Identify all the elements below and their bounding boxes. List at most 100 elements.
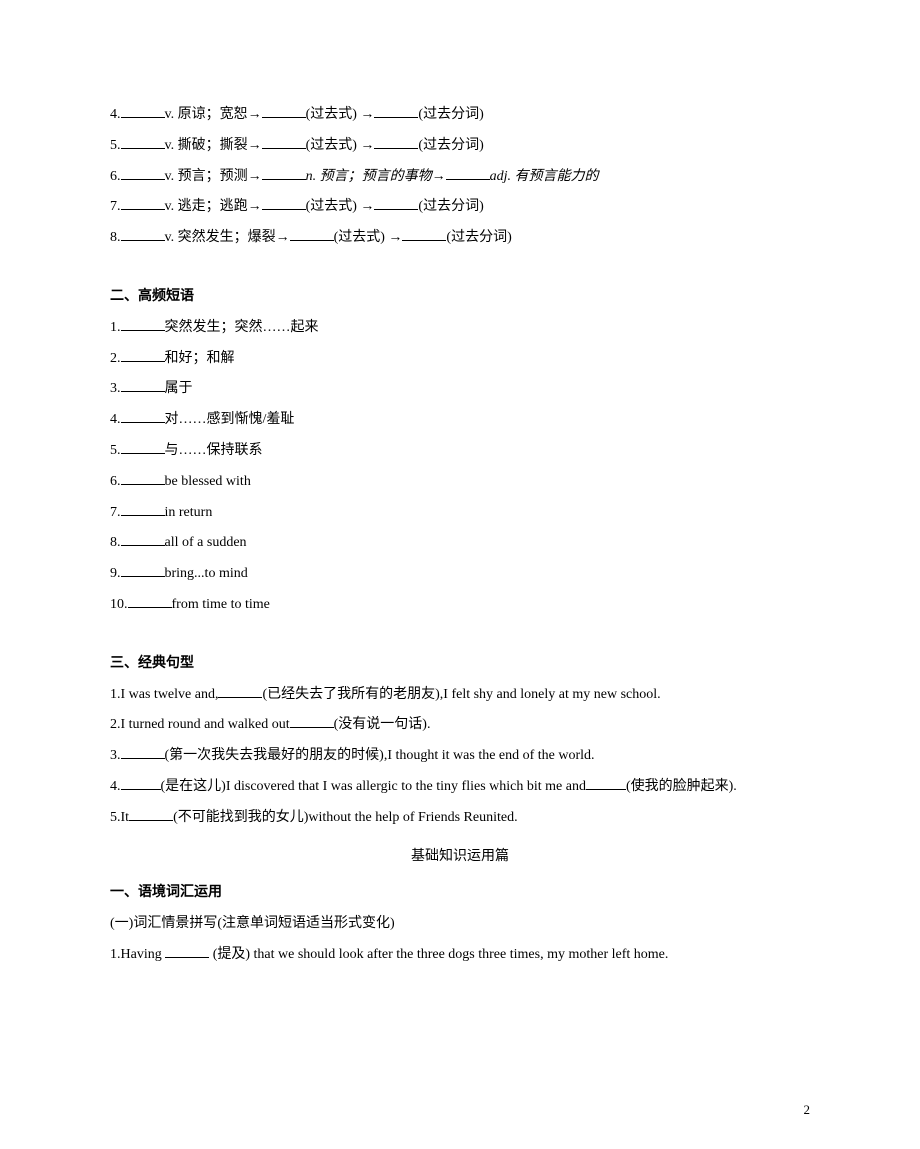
text: (过去式) → [306, 199, 375, 214]
text: (过去分词) [418, 199, 483, 214]
blank [374, 134, 418, 149]
text: (过去分词) [418, 138, 483, 153]
text: v. 撕破；撕裂→ [165, 138, 262, 153]
phrase-item-4: 4.对……感到惭愧/羞耻 [110, 405, 810, 436]
blank [121, 439, 165, 454]
blank [121, 226, 165, 241]
text: 1.I was twelve and, [110, 687, 218, 702]
blank [262, 134, 306, 149]
blank [121, 165, 165, 180]
blank [290, 226, 334, 241]
text: 对……感到惭愧/羞耻 [165, 412, 295, 427]
text: (第一次我失去我最好的朋友的时候),I thought it was the e… [165, 748, 595, 763]
text: (过去式) → [306, 107, 375, 122]
blank [121, 195, 165, 210]
item-number: 6. [110, 169, 121, 184]
sentence-item-1: 1.I was twelve and, (已经失去了我所有的老朋友),I felt… [110, 680, 810, 711]
section-4-subtitle: (一)词汇情景拼写(注意单词短语适当形式变化) [110, 909, 810, 940]
blank [374, 195, 418, 210]
text: (已经失去了我所有的老朋友),I felt shy and lonely at … [262, 687, 660, 702]
blank [121, 347, 165, 362]
text: (过去分词) [418, 107, 483, 122]
text: 3. [110, 748, 121, 763]
blank [121, 470, 165, 485]
blank [446, 165, 490, 180]
text: bring...to mind [165, 566, 248, 581]
blank [128, 593, 172, 608]
item-number: 5. [110, 138, 121, 153]
text: in return [165, 505, 213, 520]
section-3-title: 三、经典句型 [110, 649, 810, 680]
section-4-title: 一、语境词汇运用 [110, 878, 810, 909]
text-italic: adj. 有预言能力的 [490, 169, 599, 184]
derivation-item-8: 8.v. 突然发生；爆裂→(过去式) →(过去分词) [110, 223, 810, 254]
blank [121, 501, 165, 516]
text: (过去式) → [306, 138, 375, 153]
text: be blessed with [165, 474, 251, 489]
blank [402, 226, 446, 241]
text: v. 逃走；逃跑→ [165, 199, 262, 214]
text: 与……保持联系 [165, 443, 263, 458]
phrase-item-3: 3.属于 [110, 374, 810, 405]
phrase-item-8: 8.all of a sudden [110, 528, 810, 559]
blank [290, 713, 334, 728]
blank [262, 195, 306, 210]
blank [121, 134, 165, 149]
phrase-item-6: 6.be blessed with [110, 467, 810, 498]
sentence-item-3: 3. (第一次我失去我最好的朋友的时候),I thought it was the… [110, 741, 810, 772]
blank [121, 316, 165, 331]
section-2-title: 二、高频短语 [110, 282, 810, 313]
blank [586, 775, 626, 790]
text: (使我的脸肿起来). [626, 779, 737, 794]
text: (不可能找到我的女儿)without the help of Friends R… [173, 810, 518, 825]
derivation-item-6: 6. v. 预言；预测→ n. 预言；预言的事物→ adj. 有预言能力的 [110, 162, 810, 193]
text: v. 突然发生；爆裂→ [165, 230, 290, 245]
text: all of a sudden [165, 535, 247, 550]
text: (提及) that we should look after the three… [209, 947, 668, 962]
text: 突然发生；突然……起来 [165, 320, 319, 335]
phrase-item-1: 1.突然发生；突然……起来 [110, 313, 810, 344]
blank [165, 943, 209, 958]
text: 和好；和解 [165, 351, 235, 366]
text: 1.Having [110, 947, 165, 962]
page: 4. v. 原谅；宽恕→ (过去式) → (过去分词) 5. v. 撕破；撕裂→ (过去式… [0, 0, 920, 1149]
text: (过去式) → [334, 230, 403, 245]
phrase-item-10: 10.from time to time [110, 590, 810, 621]
blank [121, 377, 165, 392]
blank [129, 806, 173, 821]
derivation-item-4: 4. v. 原谅；宽恕→ (过去式) → (过去分词) [110, 100, 810, 131]
sentence-item-4: 4. (是在这儿)I discovered that I was allergic… [110, 772, 810, 803]
phrase-item-9: 9.bring...to mind [110, 559, 810, 590]
text: 5.It [110, 810, 129, 825]
page-number: 2 [804, 1096, 811, 1125]
phrase-item-7: 7.in return [110, 498, 810, 529]
text: (没有说一句话). [334, 717, 431, 732]
phrase-item-2: 2.和好；和解 [110, 344, 810, 375]
text: v. 预言；预测→ [165, 169, 262, 184]
blank [262, 103, 306, 118]
blank [121, 775, 161, 790]
blank [121, 408, 165, 423]
derivation-item-5: 5. v. 撕破；撕裂→ (过去式) → (过去分词) [110, 131, 810, 162]
text: (过去分词) [446, 230, 511, 245]
item-number: 4. [110, 107, 121, 122]
blank [121, 744, 165, 759]
phrase-item-5: 5.与……保持联系 [110, 436, 810, 467]
text: 2.I turned round and walked out [110, 717, 290, 732]
text: v. 原谅；宽恕→ [165, 107, 262, 122]
text: 4. [110, 779, 121, 794]
blank [374, 103, 418, 118]
text: from time to time [172, 597, 270, 612]
vocab-item-1: 1.Having (提及) that we should look after … [110, 940, 810, 971]
blank [262, 165, 306, 180]
text: (是在这儿)I discovered that I was allergic t… [161, 779, 586, 794]
derivation-item-7: 7. v. 逃走；逃跑→ (过去式) → (过去分词) [110, 192, 810, 223]
blank [121, 103, 165, 118]
text-italic: n. 预言；预言的事物→ [306, 169, 446, 184]
sentence-item-2: 2.I turned round and walked out (没有说一句话). [110, 710, 810, 741]
sub-heading: 基础知识运用篇 [110, 842, 810, 873]
blank [218, 683, 262, 698]
sentence-item-5: 5.It (不可能找到我的女儿)without the help of Frien… [110, 803, 810, 834]
item-number: 7. [110, 199, 121, 214]
blank [121, 562, 165, 577]
